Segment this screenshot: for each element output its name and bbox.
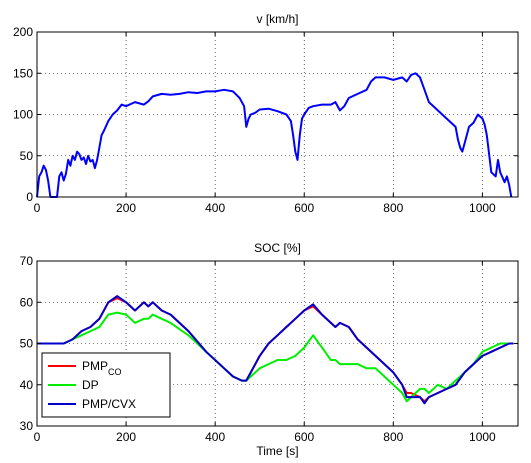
y-tick-label: 200 xyxy=(13,25,33,39)
chart-title: SOC [%] xyxy=(254,241,301,255)
y-tick-label: 100 xyxy=(13,108,33,122)
x-tick-label: 0 xyxy=(34,201,41,215)
legend-label: DP xyxy=(82,378,99,392)
x-tick-label: 400 xyxy=(205,430,225,444)
x-tick-label: 800 xyxy=(383,201,403,215)
series-line-pmp-cvx xyxy=(37,295,514,405)
series-line-dp xyxy=(37,311,514,403)
x-tick-label: 400 xyxy=(205,201,225,215)
x-tick-label: 800 xyxy=(383,430,403,444)
y-tick-label: 50 xyxy=(20,149,34,163)
y-tick-label: 70 xyxy=(20,254,34,268)
x-tick-label: 600 xyxy=(294,430,314,444)
series-line-v xyxy=(36,72,513,198)
legend-label: PMP/CVX xyxy=(82,397,136,411)
x-tick-label: 200 xyxy=(116,201,136,215)
x-tick-label: 1000 xyxy=(469,201,496,215)
y-tick-label: 60 xyxy=(20,295,34,309)
x-axis-label: Time [s] xyxy=(256,444,298,458)
x-tick-label: 200 xyxy=(116,430,136,444)
x-tick-label: 1000 xyxy=(469,430,496,444)
chart-panel-2: SOC [%] 0 200 400 600 800 1000 30 40 50 60 70 Time [… xyxy=(20,241,519,458)
chart-panel-1: v [km/h] 0 200 400 600 800 1000 0 50 100 150 200 xyxy=(13,12,519,215)
y-tick-label: 40 xyxy=(20,378,34,392)
y-tick-label: 30 xyxy=(20,419,34,433)
y-tick-label: 150 xyxy=(13,66,33,80)
y-tick-label: 0 xyxy=(26,190,33,204)
y-tick-label: 50 xyxy=(20,337,34,351)
chart-title: v [km/h] xyxy=(256,12,298,26)
x-tick-label: 600 xyxy=(294,201,314,215)
x-tick-label: 0 xyxy=(34,430,41,444)
legend-label-subscript: CO xyxy=(108,367,122,377)
